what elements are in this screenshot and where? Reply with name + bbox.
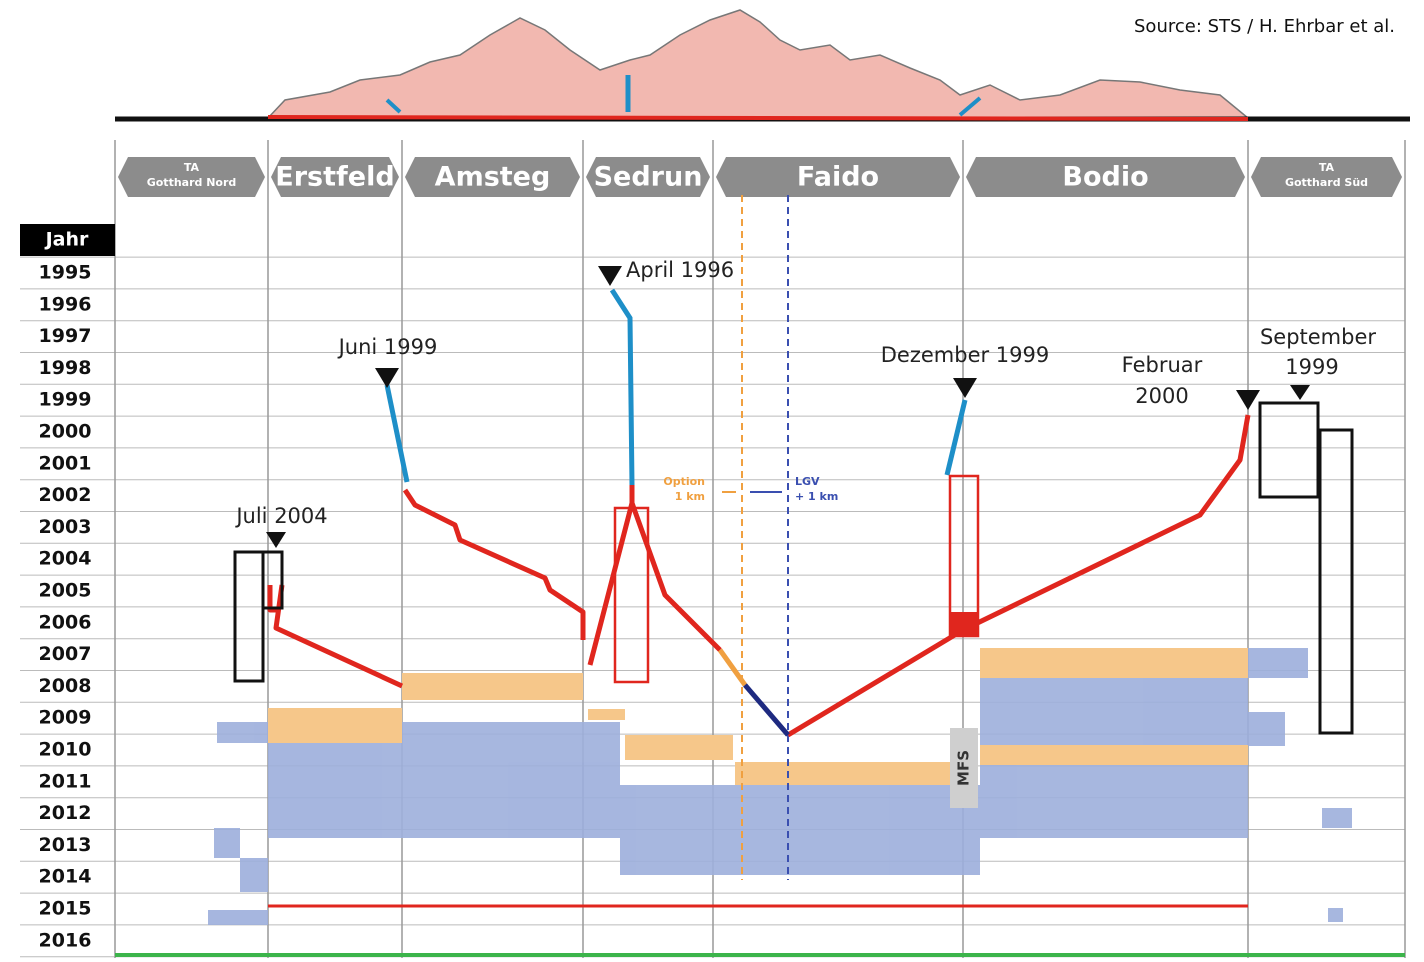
annotation: Juli 2004 xyxy=(234,504,327,528)
year-label: 1996 xyxy=(39,293,92,315)
year-label: 2014 xyxy=(39,866,92,888)
year-label: 1998 xyxy=(39,357,92,379)
year-label: 1997 xyxy=(39,325,92,347)
annotation: LGV xyxy=(795,475,820,488)
annotation: 1999 xyxy=(1285,355,1338,379)
year-label: 2012 xyxy=(39,802,92,824)
section-label: TA xyxy=(184,161,200,174)
schedule-diagram: Source: STS / H. Ehrbar et al. Jahr 1995 1… xyxy=(0,0,1424,962)
source: Source: STS / H. Ehrbar et al. xyxy=(1134,16,1395,37)
annotation: Dezember 1999 xyxy=(881,343,1050,367)
section-label: Amsteg xyxy=(435,162,551,193)
section-label: Gotthard Nord xyxy=(147,176,237,189)
year-header: Jahr xyxy=(44,229,89,251)
year-label: 2011 xyxy=(39,770,92,792)
annotation: MFS xyxy=(955,750,973,786)
section-label: Sedrun xyxy=(594,162,703,193)
section-label: Gotthard Süd xyxy=(1285,176,1368,189)
year-label: 2015 xyxy=(39,898,92,920)
section-label: Erstfeld xyxy=(275,162,394,193)
year-label: 1999 xyxy=(39,389,92,411)
year-label: 2010 xyxy=(39,739,92,761)
year-label: 2005 xyxy=(39,580,92,602)
annotation: 2000 xyxy=(1135,384,1188,408)
section-label: Faido xyxy=(797,162,879,193)
year-label: 2002 xyxy=(39,484,92,506)
year-label: 2004 xyxy=(39,548,92,570)
annotation: + 1 km xyxy=(795,490,838,503)
year-label: 2009 xyxy=(39,707,92,729)
annotation: April 1996 xyxy=(626,258,734,282)
year-label: 2001 xyxy=(39,452,92,474)
year-label: 2013 xyxy=(39,834,92,856)
annotation: Option xyxy=(663,475,705,488)
section-label: TA xyxy=(1319,161,1335,174)
year-label: 2003 xyxy=(39,516,92,538)
annotation: September xyxy=(1260,325,1376,349)
year-label: 2007 xyxy=(39,643,92,665)
annotation: Juni 1999 xyxy=(337,335,438,359)
section-label: Bodio xyxy=(1062,162,1148,193)
year-label: 2008 xyxy=(39,675,92,697)
work-bars xyxy=(208,648,1352,925)
mountain-profile xyxy=(268,10,1248,118)
annotation: Februar xyxy=(1122,353,1203,377)
year-label: 1995 xyxy=(39,262,92,284)
annotation: 1 km xyxy=(675,490,705,503)
year-label: 2016 xyxy=(39,929,92,951)
year-label: 2006 xyxy=(39,611,92,633)
tunnel-axis xyxy=(268,117,1248,119)
year-label: 2000 xyxy=(39,421,92,443)
